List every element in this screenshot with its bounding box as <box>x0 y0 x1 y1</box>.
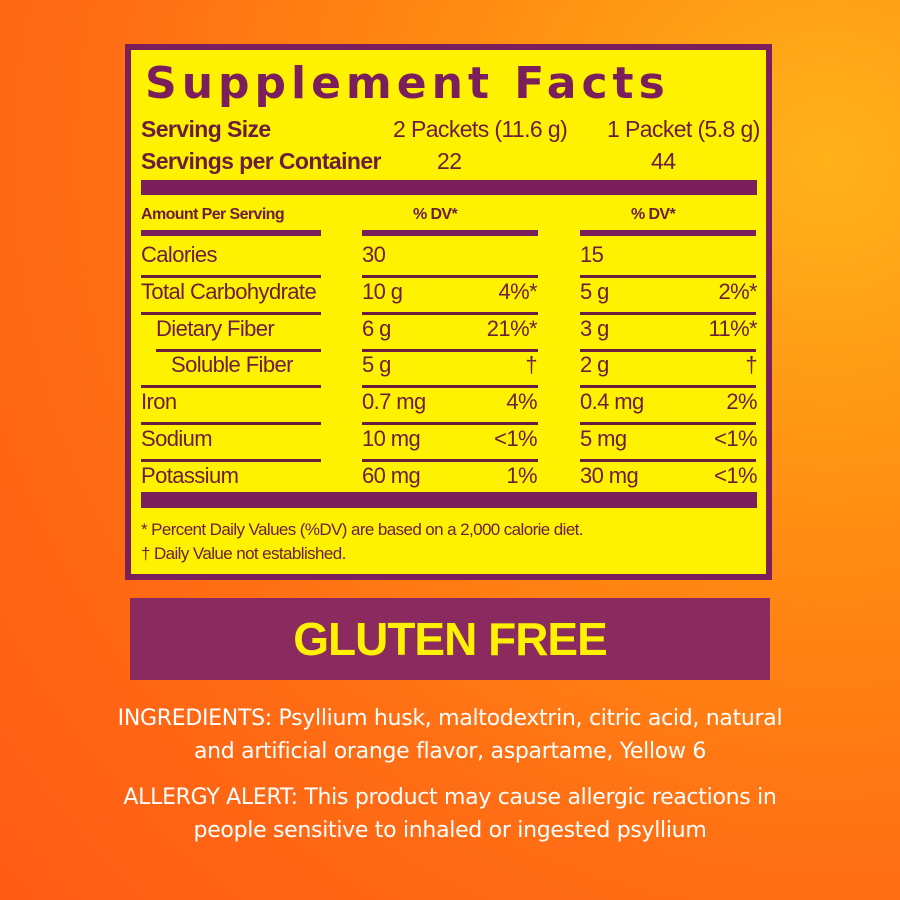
gluten-free-badge: GLUTEN FREE <box>130 598 770 680</box>
dv-header-1: % DV* <box>413 206 458 223</box>
amount-2: 15 <box>580 242 604 267</box>
nutrient-label: Sodium <box>141 426 213 451</box>
amount-1: 10 mg <box>362 426 421 451</box>
header-rule <box>362 230 538 236</box>
amount-1: 0.7 mg <box>362 389 426 415</box>
amount-2: 0.4 mg <box>580 389 644 415</box>
amount-1: 30 <box>362 242 386 267</box>
servings-1: 22 <box>437 148 462 174</box>
row-rule <box>156 348 321 352</box>
amount-1: 10 g <box>362 278 403 304</box>
thick-divider <box>141 180 757 195</box>
row-rule <box>362 459 538 462</box>
nutrient-label: Total Carbohydrate <box>141 278 317 304</box>
serving-size-label: Serving Size <box>141 116 271 142</box>
footnote-dv: * Percent Daily Values (%DV) are based o… <box>141 520 584 539</box>
amount-2: 3 g <box>580 315 609 341</box>
amount-2: 2 g <box>580 352 609 378</box>
header-rule <box>580 230 756 236</box>
ingredients-line-1: INGREDIENTS: Psyllium husk, maltodextrin… <box>117 706 783 731</box>
footnote-dagger: † Daily Value not established. <box>141 544 346 563</box>
dv-1: 1% <box>506 462 537 488</box>
dv-2: <1% <box>714 462 757 488</box>
row-rule <box>362 385 538 389</box>
row-rule <box>141 459 321 462</box>
nutrient-label: Potassium <box>141 462 239 488</box>
dv-2: † <box>745 352 757 378</box>
dv-header-2: % DV* <box>631 206 676 223</box>
dv-1: 4% <box>506 389 537 415</box>
amount-1: 60 mg <box>362 462 421 488</box>
serving-size-1: 2 Packets (11.6 g) <box>393 116 568 142</box>
dv-1: 21%* <box>486 315 538 341</box>
dv-2: 2% <box>726 389 757 415</box>
nutrient-label: Iron <box>141 389 177 415</box>
row-rule <box>141 311 321 315</box>
nutrient-label: Soluble Fiber <box>171 352 293 378</box>
row-rule <box>580 348 756 352</box>
amount-header: Amount Per Serving <box>141 206 285 223</box>
row-rule <box>580 275 756 278</box>
servings-2: 44 <box>651 148 676 174</box>
dv-1: 4%* <box>498 278 537 304</box>
servings-label: Servings per Container <box>141 148 381 174</box>
amount-1: 6 g <box>362 315 391 341</box>
nutrient-label: Calories <box>141 242 218 267</box>
row-rule <box>362 422 538 426</box>
row-rule <box>580 385 756 389</box>
header-rule <box>141 230 321 236</box>
dv-1: † <box>525 352 537 378</box>
row-rule <box>362 348 538 352</box>
dv-2: 11%* <box>708 315 757 341</box>
amount-2: 5 mg <box>580 426 627 451</box>
dv-2: <1% <box>714 426 757 451</box>
allergy-line-1: ALLERGY ALERT: This product may cause al… <box>123 785 777 810</box>
allergy-line-2: people sensitive to inhaled or ingested … <box>193 818 707 843</box>
row-rule <box>141 275 321 278</box>
row-rule <box>362 275 538 278</box>
dv-1: <1% <box>494 426 537 451</box>
row-rule <box>580 459 756 462</box>
amount-1: 5 g <box>362 352 391 378</box>
bottom-divider <box>141 492 757 508</box>
dv-2: 2%* <box>718 278 757 304</box>
nutrient-label: Dietary Fiber <box>156 315 275 341</box>
row-rule <box>141 422 321 426</box>
row-rule <box>580 422 756 426</box>
supplement-facts-panel: Supplement Facts Serving Size 2 Packets … <box>125 44 772 580</box>
row-rule <box>141 385 321 389</box>
row-rule <box>580 311 756 315</box>
amount-2: 30 mg <box>580 462 639 488</box>
ingredients-line-2: and artificial orange flavor, aspartame,… <box>193 739 707 764</box>
serving-size-2: 1 Packet (5.8 g) <box>607 116 760 142</box>
row-rule <box>362 311 538 315</box>
facts-title: Supplement Facts <box>145 58 670 109</box>
gluten-free-text: GLUTEN FREE <box>293 613 608 665</box>
amount-2: 5 g <box>580 278 609 304</box>
